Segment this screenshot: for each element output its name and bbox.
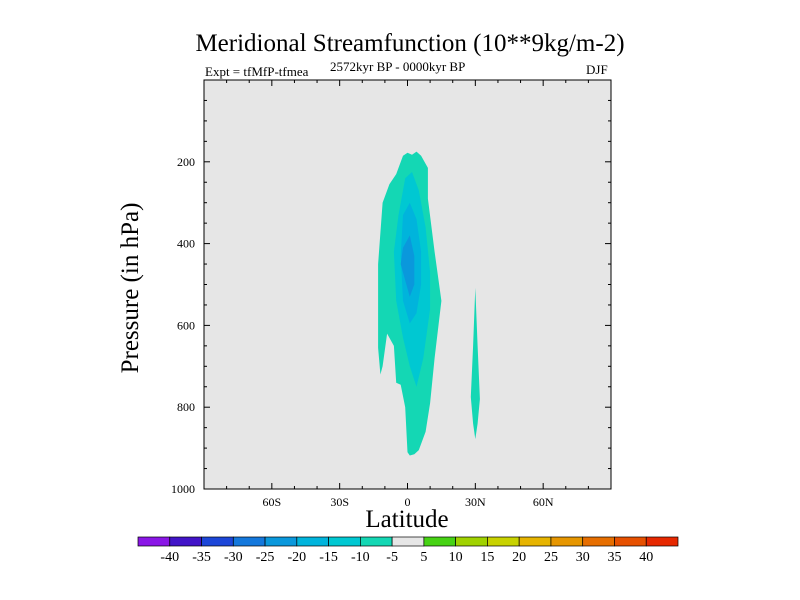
x-tick-label: 30S	[330, 495, 349, 509]
y-tick-label: 200	[177, 155, 195, 169]
colorbar-swatch	[328, 536, 361, 547]
colorbar-swatch	[582, 536, 615, 547]
colorbar-label: -15	[319, 550, 338, 565]
colorbar-label: -25	[256, 550, 275, 565]
colorbar-label: 35	[607, 550, 621, 565]
colorbar-label: 10	[449, 550, 463, 565]
y-tick-label: 800	[177, 400, 195, 414]
period-label: 2572kyr BP - 0000kyr BP	[330, 59, 466, 74]
y-tick-label: 400	[177, 237, 195, 251]
colorbar-swatch	[201, 536, 234, 547]
colorbar-label: -20	[287, 550, 306, 565]
contour-region	[470, 287, 480, 440]
colorbar-swatch	[296, 536, 329, 547]
y-tick-label: 1000	[171, 482, 195, 496]
colorbar-label: 15	[480, 550, 494, 565]
colorbar-swatch	[614, 536, 647, 547]
chart-title: Meridional Streamfunction (10**9kg/m-2)	[195, 30, 625, 57]
colorbar-label: -35	[192, 550, 211, 565]
x-tick-label: 30N	[465, 495, 486, 509]
colorbar-swatch	[487, 536, 520, 547]
colorbar-swatch	[169, 536, 202, 547]
colorbar-label: -30	[224, 550, 243, 565]
colorbar-swatch	[232, 536, 266, 547]
x-tick-label: 0	[405, 495, 411, 509]
colorbar-swatch	[518, 536, 552, 547]
colorbar-swatch	[360, 536, 393, 547]
x-axis-title: Latitude	[365, 506, 449, 533]
season-label: DJF	[586, 62, 608, 77]
colorbar-swatch	[137, 536, 171, 547]
colorbar-label: 25	[544, 550, 558, 565]
colorbar-swatch	[645, 536, 679, 547]
colorbar-label: 30	[576, 550, 590, 565]
colorbar-swatch	[423, 536, 456, 547]
colorbar-label: 5	[420, 550, 427, 565]
colorbar-swatch	[550, 536, 584, 547]
colorbar-label: 20	[512, 550, 526, 565]
colorbar-swatch	[455, 536, 488, 547]
colorbar-swatch	[264, 536, 298, 547]
contour-region	[400, 235, 415, 297]
y-tick-label: 600	[177, 318, 195, 332]
experiment-label: Expt = tfMfP-tfmea	[205, 64, 309, 79]
colorbar-label: -40	[160, 550, 179, 565]
colorbar-label: -10	[351, 550, 370, 565]
colorbar-label: 40	[639, 550, 653, 565]
x-tick-label: 60N	[533, 495, 554, 509]
colorbar-swatch	[391, 536, 425, 547]
x-tick-label: 60S	[262, 495, 281, 509]
colorbar-label: -5	[386, 550, 398, 565]
